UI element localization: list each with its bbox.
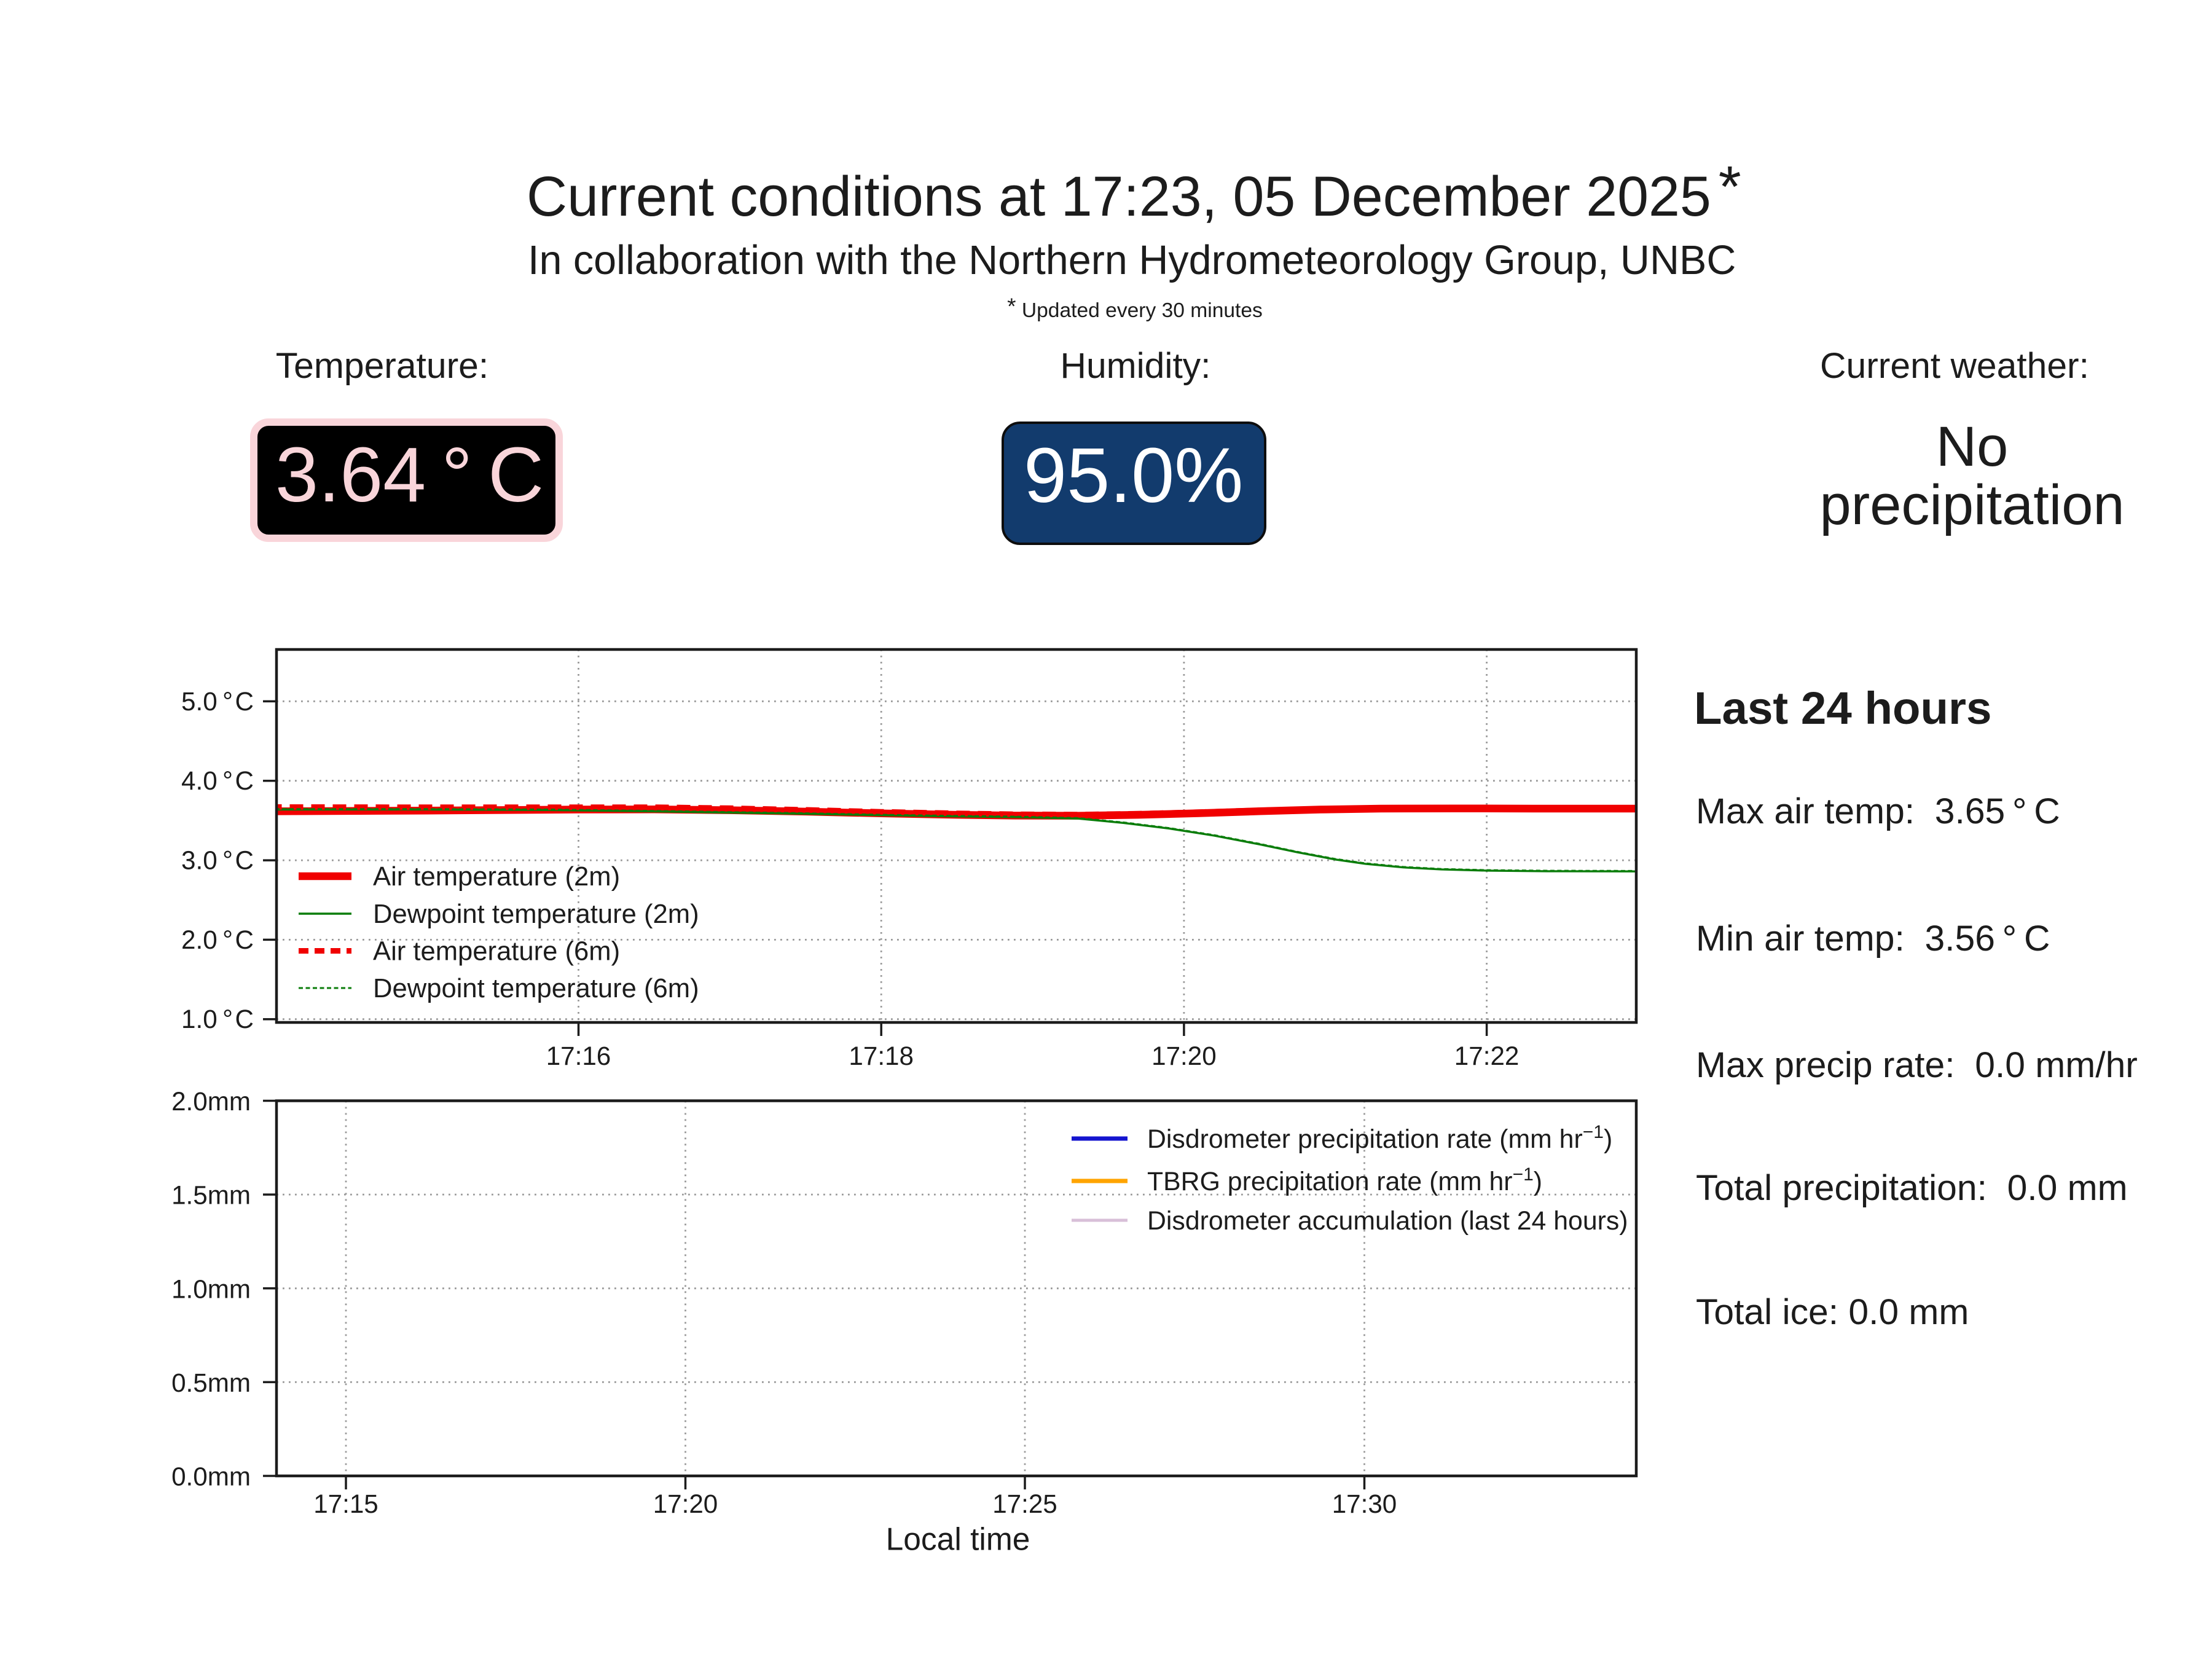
svg-text:Disdrometer precipitation rate: Disdrometer precipitation rate (mm hr−1) bbox=[1147, 1122, 1612, 1154]
svg-text:Dewpoint temperature (2m): Dewpoint temperature (2m) bbox=[373, 900, 699, 929]
svg-text:3.0 ° C: 3.0 ° C bbox=[181, 846, 254, 875]
svg-text:5.0 ° C: 5.0 ° C bbox=[181, 687, 254, 716]
svg-text:17:16: 17:16 bbox=[546, 1041, 611, 1070]
svg-text:TBRG precipitation rate (mm hr: TBRG precipitation rate (mm hr−1) bbox=[1147, 1164, 1542, 1196]
svg-text:17:15: 17:15 bbox=[313, 1489, 378, 1518]
svg-text:4.0 ° C: 4.0 ° C bbox=[181, 766, 254, 795]
svg-text:2.0mm: 2.0mm bbox=[171, 1087, 251, 1116]
svg-text:Disdrometer accumulation (last: Disdrometer accumulation (last 24 hours) bbox=[1147, 1206, 1628, 1236]
svg-text:1.0 ° C: 1.0 ° C bbox=[181, 1005, 254, 1033]
svg-text:Air temperature (2m): Air temperature (2m) bbox=[373, 862, 620, 892]
svg-text:1.5mm: 1.5mm bbox=[171, 1181, 251, 1210]
svg-text:2.0 ° C: 2.0 ° C bbox=[181, 925, 254, 954]
svg-text:Dewpoint temperature (6m): Dewpoint temperature (6m) bbox=[373, 974, 699, 1003]
svg-text:1.0mm: 1.0mm bbox=[171, 1274, 251, 1303]
svg-text:17:30: 17:30 bbox=[1332, 1489, 1397, 1518]
svg-text:Air temperature (6m): Air temperature (6m) bbox=[373, 937, 620, 967]
svg-text:Local time: Local time bbox=[886, 1521, 1030, 1557]
svg-text:17:20: 17:20 bbox=[653, 1489, 718, 1518]
svg-text:0.0mm: 0.0mm bbox=[171, 1462, 251, 1491]
svg-text:17:18: 17:18 bbox=[849, 1041, 914, 1070]
svg-text:17:20: 17:20 bbox=[1151, 1041, 1217, 1070]
svg-text:17:22: 17:22 bbox=[1454, 1041, 1520, 1070]
svg-text:0.5mm: 0.5mm bbox=[171, 1368, 251, 1397]
svg-text:17:25: 17:25 bbox=[992, 1489, 1057, 1518]
